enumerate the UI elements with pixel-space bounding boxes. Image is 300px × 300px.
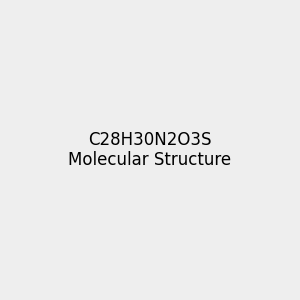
Text: C28H30N2O3S
Molecular Structure: C28H30N2O3S Molecular Structure [68, 130, 232, 170]
